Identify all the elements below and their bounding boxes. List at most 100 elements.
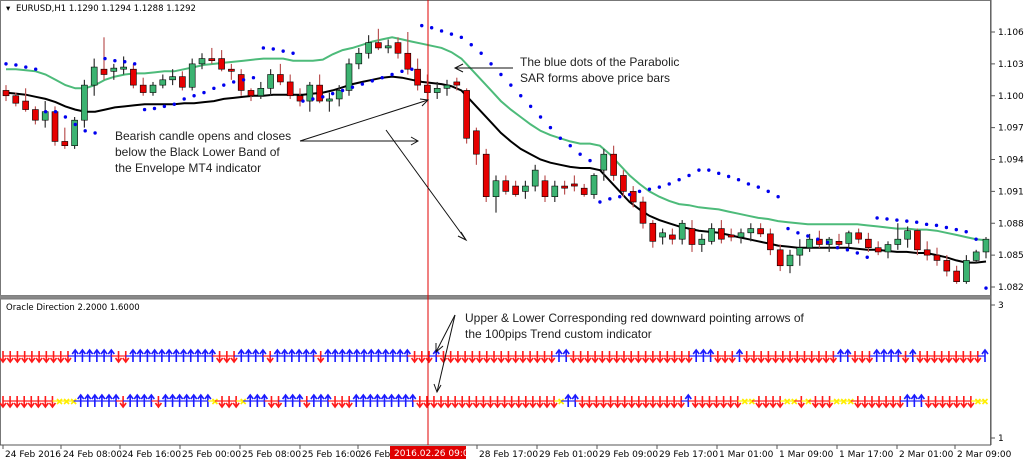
candle (139, 77, 147, 96)
candle (345, 58, 353, 96)
candle (443, 79, 451, 96)
time-tick-label: 1 Mar 01:00 (719, 450, 774, 460)
candle (188, 58, 196, 91)
sar-dot (123, 60, 127, 64)
candle (228, 63, 235, 80)
sar-dot (222, 83, 226, 87)
symbol-header: EURUSD,H1 1.1290 1.1294 1.1288 1.1292 (16, 4, 196, 14)
sar-dot (687, 173, 691, 178)
candle (32, 106, 39, 125)
candle (531, 164, 539, 192)
candle (159, 74, 167, 89)
sar-dot (439, 29, 444, 33)
price-tick-label: 1.1065 (998, 28, 1024, 38)
candle (972, 249, 980, 263)
sar-dot (24, 65, 28, 69)
envelope-lower-line (5, 75, 987, 264)
candle (482, 148, 490, 202)
sar-dot (321, 95, 325, 99)
sar-dot (825, 240, 830, 245)
sar-dot (380, 75, 384, 80)
svg-text:The blue dots of the Parabolic: The blue dots of the Parabolic (520, 55, 679, 69)
candle (963, 255, 970, 284)
candle (610, 145, 617, 181)
sar-dot (974, 237, 978, 241)
candle (90, 58, 98, 96)
symbol-header-icon[interactable]: ▾ (6, 4, 11, 14)
candle (522, 180, 529, 199)
sar-dot (717, 171, 721, 176)
time-tick-label: 2 Mar 01:00 (899, 450, 954, 460)
candle (767, 228, 774, 256)
candle (639, 196, 647, 229)
candle (277, 63, 284, 86)
sar-dot (311, 97, 315, 101)
candle (424, 74, 431, 102)
price-layer (2, 23, 990, 290)
candle (884, 241, 892, 259)
sar-dot (538, 115, 543, 119)
candle (267, 69, 274, 96)
sar-dot (984, 286, 988, 290)
price-tick-label: 1.1005 (998, 92, 1024, 102)
candle (590, 173, 598, 199)
candle (257, 81, 265, 99)
sar-dot (806, 234, 810, 238)
price-panel[interactable] (0, 0, 991, 296)
candle (110, 63, 118, 80)
sar-dot (63, 115, 68, 119)
candle (541, 175, 549, 202)
candle (865, 232, 872, 252)
svg-text:the 100pips Trend custom indic: the 100pips Trend custom indicator (465, 327, 652, 341)
candle (198, 53, 206, 70)
sar-dot (152, 106, 157, 111)
price-tick-label: 1.0945 (998, 156, 1024, 166)
indicator-panel[interactable] (0, 298, 991, 446)
candle (982, 237, 990, 259)
candle (904, 226, 911, 248)
envelope-upper-line (6, 36, 987, 242)
sar-dot (588, 158, 592, 163)
sar-dot (469, 43, 473, 47)
candle (600, 148, 608, 181)
sar-dot (885, 217, 889, 221)
sar-dot (598, 200, 602, 204)
candle (620, 170, 627, 197)
sar-dot (212, 86, 216, 91)
sar-dot (915, 220, 919, 224)
sar-dot (954, 227, 959, 232)
time-tick-label: 1 Mar 17:00 (839, 450, 894, 460)
arrow-row-lower (0, 393, 989, 409)
price-tick-label: 1.0915 (998, 187, 1024, 197)
candle (629, 186, 637, 208)
candle (296, 88, 304, 107)
sar-dot (766, 189, 770, 194)
sar-dot (786, 226, 790, 231)
sar-dot (816, 237, 820, 241)
candle (433, 81, 441, 99)
annotation-arrows-note: Upper & Lower Corresponding red downward… (465, 311, 805, 341)
time-tick-label: 2 Mar 09:00 (957, 450, 1012, 460)
candle (845, 230, 853, 248)
candle (394, 37, 402, 59)
candle (943, 255, 951, 277)
candle (727, 228, 735, 242)
candle (806, 233, 813, 252)
time-tick-label: 24 Feb 08:00 (63, 450, 122, 460)
sar-dot (519, 94, 523, 98)
crosshair-time-badge (390, 446, 466, 459)
candle (649, 220, 657, 248)
indicator-tick-label: 1 (998, 434, 1004, 444)
sar-dot (449, 32, 454, 36)
price-tick-label: 1.1035 (998, 60, 1024, 70)
candle (718, 220, 725, 244)
candle (306, 81, 314, 112)
candle (512, 180, 519, 197)
time-tick-label: 24 Feb 2016 (5, 450, 61, 460)
candle (169, 69, 176, 86)
sar-dot (202, 90, 206, 95)
sar-dot (558, 136, 563, 140)
sar-dot (420, 23, 424, 28)
candle (218, 50, 225, 72)
